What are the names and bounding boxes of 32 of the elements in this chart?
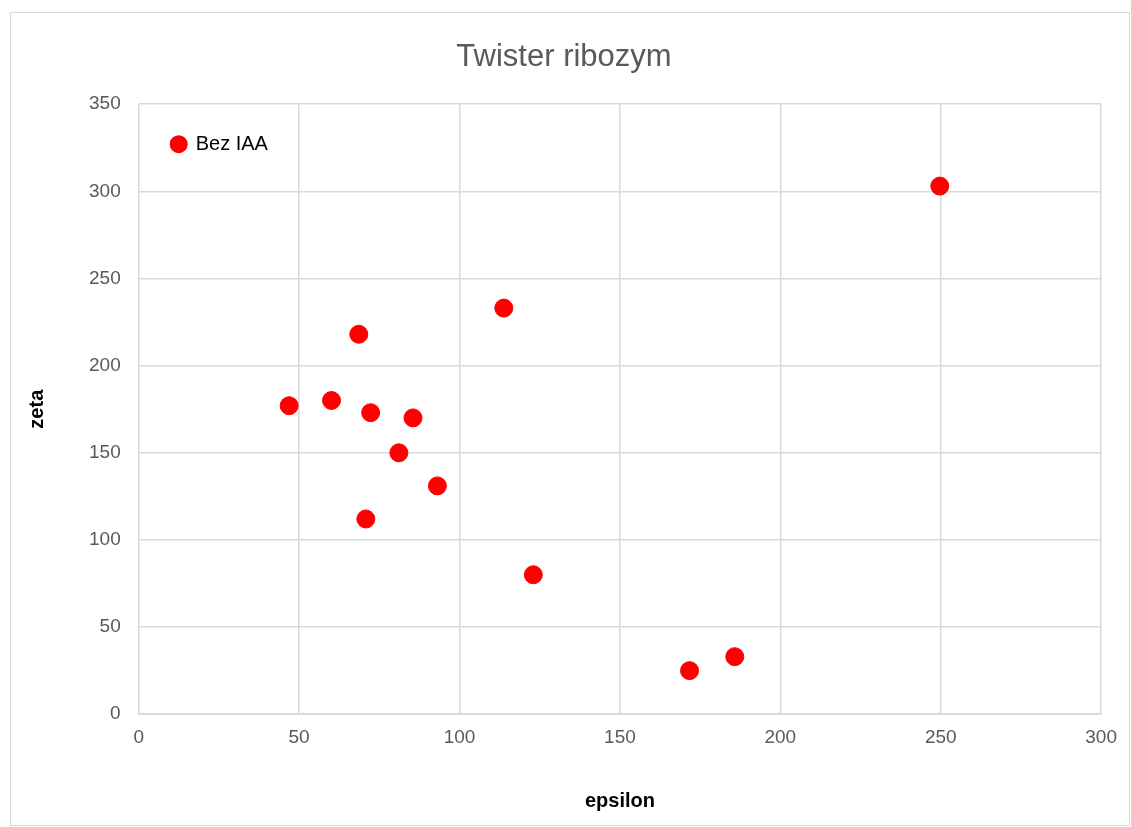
y-tick-label: 200 bbox=[89, 353, 121, 375]
point bbox=[494, 298, 514, 318]
x-axis-title: epsilon bbox=[584, 788, 655, 811]
point bbox=[349, 324, 369, 344]
point bbox=[930, 176, 950, 196]
y-tick-label: 250 bbox=[89, 266, 121, 288]
point bbox=[680, 661, 700, 681]
x-tick-label: 150 bbox=[604, 725, 636, 747]
y-tick-label: 150 bbox=[89, 441, 121, 463]
x-tick-label: 200 bbox=[764, 725, 797, 747]
point bbox=[322, 390, 342, 410]
y-tick-label: 50 bbox=[99, 615, 121, 637]
point bbox=[389, 443, 409, 463]
x-tick-label: 50 bbox=[288, 725, 310, 747]
point bbox=[279, 396, 299, 416]
point bbox=[523, 565, 543, 585]
y-tick-label: 100 bbox=[89, 528, 121, 550]
y-tick-label: 300 bbox=[89, 179, 121, 201]
point bbox=[427, 476, 447, 496]
x-tick-label: 100 bbox=[443, 725, 476, 747]
y-axis-title: zeta bbox=[24, 388, 47, 429]
y-tick-label: 0 bbox=[110, 702, 121, 724]
point bbox=[725, 647, 745, 667]
x-tick-label: 0 bbox=[133, 725, 144, 747]
point bbox=[356, 509, 376, 529]
x-tick-label: 250 bbox=[924, 725, 957, 747]
chart-title: Twister ribozym bbox=[456, 38, 672, 74]
x-tick-label: 300 bbox=[1085, 725, 1117, 747]
point bbox=[361, 403, 381, 423]
legend-label: Bez IAA bbox=[195, 131, 269, 154]
point bbox=[403, 408, 423, 428]
y-tick-label: 350 bbox=[89, 92, 121, 114]
